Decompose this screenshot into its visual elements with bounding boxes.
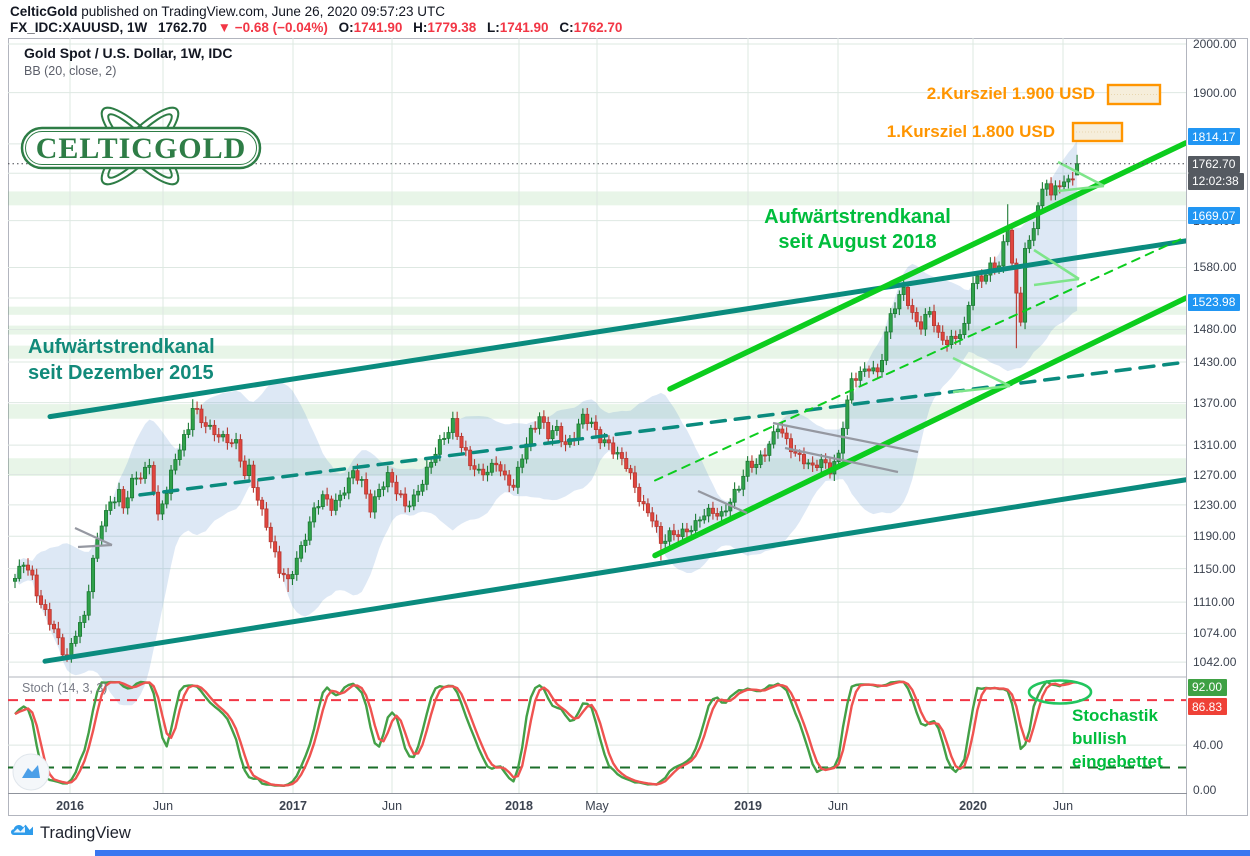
tradingview-attribution[interactable]: TradingView — [10, 821, 131, 845]
low-label: L: — [487, 20, 500, 35]
pane-title: Gold Spot / U.S. Dollar, 1W, IDC BB (20,… — [24, 45, 232, 78]
high-value: 1779.38 — [427, 20, 477, 35]
green-channel-mid — [654, 235, 1187, 482]
celticgold-logo: CELTICGOLD — [16, 88, 276, 213]
low-value: 1741.90 — [499, 20, 549, 35]
high-label: H: — [413, 20, 428, 35]
stoch-d-line — [14, 680, 1078, 787]
teal-channel-lower — [42, 477, 1187, 664]
publish-info: published on TradingView.com, June 26, 2… — [77, 4, 446, 19]
pennant-drawings[interactable] — [74, 160, 1105, 549]
stoch-watermark-icon — [12, 753, 50, 791]
annotation-stochastic-bullish: Stochastik bullish eingebettet — [1072, 706, 1163, 771]
publish-attribution: CelticGold published on TradingView.com,… — [10, 4, 445, 19]
chart-title: Gold Spot / U.S. Dollar, 1W, IDC — [24, 45, 233, 61]
indicator-label-stoch: Stoch (14, 3, 3) — [22, 681, 108, 695]
stoch-highlight-ellipse — [1027, 679, 1093, 705]
price-scale-divider — [1186, 38, 1187, 816]
close-value: 1762.70 — [573, 20, 623, 35]
chart-plot-area[interactable] — [8, 38, 1187, 793]
annotation-trend-channel-2015: Aufwärtstrendkanal seit Dezember 2015 — [28, 336, 215, 384]
ticker-last: 1762.70 — [158, 20, 207, 35]
stochastic-pane[interactable] — [8, 679, 1186, 787]
ticker-symbol: FX_IDC:XAUUSD, 1W — [10, 20, 148, 35]
ticker-change: −0.68 (−0.04%) — [234, 20, 328, 35]
open-label: O: — [338, 20, 354, 35]
price-target-boxes[interactable] — [1071, 83, 1162, 143]
bottom-banner-strip — [95, 850, 1250, 856]
teal-channel-upper — [47, 238, 1187, 420]
indicator-label-bb: BB (20, close, 2) — [24, 64, 117, 78]
ticker-line: FX_IDC:XAUUSD, 1W 1762.70 ▼ −0.68 (−0.04… — [10, 20, 622, 35]
celtic-knot-icon: CELTICGOLD — [20, 106, 262, 186]
annotation-price-target-1900: 2.Kursziel 1.900 USD — [926, 84, 1095, 103]
close-label: C: — [559, 20, 574, 35]
logo-text: CELTICGOLD — [36, 132, 247, 165]
annotation-price-target-1800: 1.Kursziel 1.800 USD — [886, 122, 1055, 141]
tradingview-brand-text: TradingView — [40, 823, 131, 842]
annotation-trend-channel-2018: Aufwärtstrendkanal seit August 2018 — [764, 206, 951, 253]
publisher-name: CelticGold — [10, 4, 78, 19]
open-value: 1741.90 — [353, 20, 403, 35]
change-direction-icon: ▼ — [217, 20, 231, 35]
time-axis-line — [8, 793, 1187, 794]
tradingview-icon — [11, 824, 33, 835]
